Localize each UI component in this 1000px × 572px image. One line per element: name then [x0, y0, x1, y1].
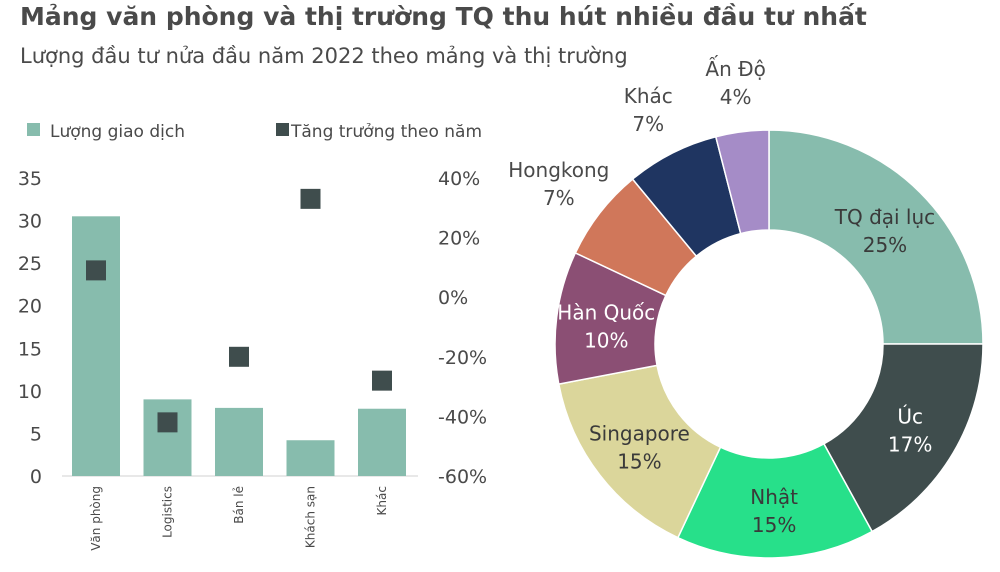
- slice-label: Ấn Độ: [705, 56, 765, 81]
- x-tick-label: Khách sạn: [304, 486, 318, 548]
- legend-swatch-transactions: [27, 123, 40, 136]
- y2-tick-label: 0%: [438, 287, 468, 309]
- slice-label: Úc: [897, 404, 923, 428]
- x-tick-label: Bán lẻ: [232, 486, 246, 524]
- donut-slice: [714, 129, 770, 235]
- legend-label-transactions: Lượng giao dịch: [50, 122, 185, 142]
- x-tick-label: Văn phòng: [89, 486, 103, 551]
- slice-label: Nhật: [750, 485, 798, 509]
- donut-slice: [822, 343, 984, 533]
- bar: [286, 440, 335, 476]
- y-tick-label: 35: [18, 168, 42, 190]
- legend-swatch-growth: [276, 123, 289, 136]
- y-tick-label: 25: [18, 253, 42, 275]
- y2-tick-label: 40%: [438, 168, 480, 190]
- bar: [72, 216, 120, 477]
- chart-subtitle: Lượng đầu tư nửa đầu năm 2022 theo mảng …: [20, 44, 628, 68]
- growth-marker: [300, 188, 321, 209]
- y2-tick-label: -20%: [438, 347, 487, 369]
- slice-label: Hongkong: [508, 158, 609, 182]
- chart-title: Mảng văn phòng và thị trường TQ thu hút …: [20, 2, 867, 31]
- slice-value-label: 4%: [720, 85, 752, 109]
- slice-label: Khác: [624, 84, 673, 108]
- bar: [143, 399, 192, 476]
- y2-tick-label: 20%: [438, 228, 480, 250]
- x-tick-label: Logistics: [161, 486, 175, 538]
- slice-value-label: 15%: [617, 450, 661, 474]
- y-tick-label: 20: [18, 296, 42, 318]
- y-tick-label: 15: [18, 338, 42, 360]
- y2-tick-label: -60%: [438, 466, 487, 488]
- growth-marker: [229, 346, 249, 367]
- y2-tick-label: -40%: [438, 406, 487, 428]
- slice-label: Hàn Quốc: [557, 300, 655, 324]
- y-tick-label: 30: [18, 211, 42, 233]
- y-tick-label: 5: [30, 423, 42, 445]
- slice-value-label: 7%: [632, 112, 664, 136]
- slice-label: TQ đại lục: [834, 205, 935, 229]
- slice-value-label: 10%: [584, 328, 628, 352]
- slice-label: Singapore: [589, 422, 690, 446]
- slice-value-label: 15%: [752, 513, 796, 537]
- slice-value-label: 7%: [543, 186, 575, 210]
- growth-marker: [86, 260, 106, 281]
- growth-marker: [372, 370, 392, 391]
- y-tick-label: 0: [30, 466, 42, 488]
- growth-marker: [157, 412, 178, 433]
- legend-label-growth: Tăng trưởng theo năm: [290, 122, 482, 142]
- slice-value-label: 17%: [888, 432, 932, 456]
- y-tick-label: 10: [18, 381, 42, 403]
- x-tick-label: Khác: [375, 486, 389, 515]
- donut-slice: [768, 129, 984, 345]
- slice-value-label: 25%: [863, 233, 907, 257]
- bar: [215, 407, 263, 476]
- bar: [358, 408, 406, 476]
